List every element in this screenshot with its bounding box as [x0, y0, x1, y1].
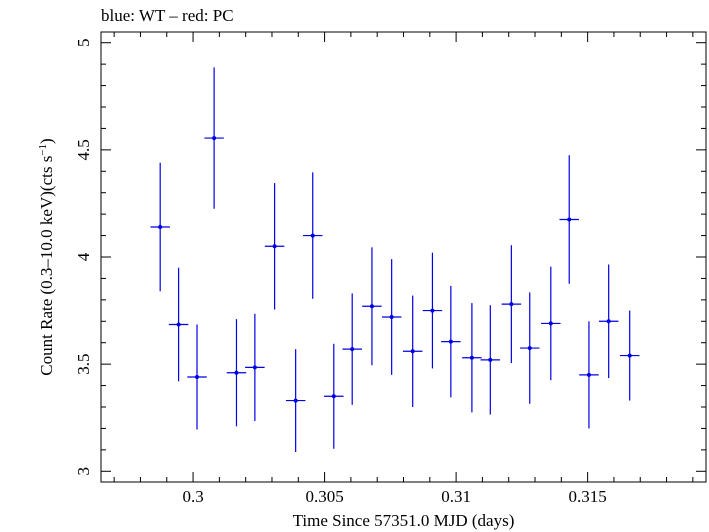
- data-marker: [195, 375, 200, 379]
- y-tick-label: 4.5: [74, 139, 93, 160]
- data-point: [541, 266, 561, 381]
- data-marker: [272, 244, 277, 249]
- data-marker: [448, 339, 453, 344]
- data-points: [150, 67, 640, 452]
- y-tick-label: 3: [74, 467, 93, 476]
- data-point: [303, 172, 323, 299]
- x-axis-label: Time Since 57351.0 MJD (days): [293, 511, 515, 530]
- data-point: [245, 313, 265, 421]
- y-tick-label: 4: [74, 252, 93, 261]
- data-point: [187, 324, 207, 430]
- data-point: [462, 303, 482, 413]
- y-axis-label-superscript: −1: [37, 144, 49, 156]
- data-marker: [469, 355, 474, 360]
- data-marker: [331, 394, 336, 399]
- data-point: [204, 67, 224, 209]
- data-marker: [627, 353, 632, 358]
- data-marker: [527, 346, 532, 351]
- data-point: [559, 155, 579, 284]
- data-point: [402, 295, 423, 407]
- data-marker: [488, 357, 493, 362]
- y-axis-label-tail: ): [37, 138, 56, 144]
- data-point: [362, 247, 382, 366]
- data-marker: [158, 225, 163, 229]
- data-point: [285, 349, 306, 452]
- data-point: [422, 252, 443, 369]
- data-point: [324, 343, 344, 449]
- data-marker: [548, 321, 553, 326]
- data-point: [381, 259, 402, 375]
- data-point: [342, 293, 362, 405]
- x-tick-label: 0.31: [441, 487, 471, 506]
- data-point: [480, 305, 501, 415]
- data-marker: [212, 136, 217, 141]
- data-marker: [586, 372, 591, 377]
- data-point: [226, 319, 247, 427]
- data-marker: [176, 322, 181, 327]
- data-marker: [350, 347, 355, 352]
- plot-frame: [100, 31, 707, 483]
- data-point: [520, 292, 540, 404]
- y-axis-label-main: Count Rate (0.3–10.0 keV)(cts s: [37, 156, 56, 376]
- chart-title: blue: WT – red: PC: [101, 6, 234, 25]
- data-point: [501, 245, 522, 364]
- data-marker: [509, 302, 514, 307]
- axis-ticks: [101, 32, 706, 482]
- data-marker: [410, 349, 415, 354]
- data-marker: [310, 233, 315, 238]
- data-point: [264, 183, 285, 310]
- data-marker: [293, 398, 298, 403]
- y-axis-label: Count Rate (0.3–10.0 keV)(cts s−1): [37, 138, 56, 375]
- data-marker: [430, 308, 435, 313]
- y-tick-label: 3.5: [74, 354, 93, 375]
- data-point: [150, 162, 170, 292]
- data-point: [168, 267, 189, 382]
- y-tick-label: 5: [74, 38, 93, 47]
- data-point: [619, 310, 640, 401]
- data-marker: [234, 370, 239, 375]
- x-tick-label: 0.3: [182, 487, 203, 506]
- x-tick-label: 0.315: [569, 487, 607, 506]
- data-marker: [369, 304, 374, 309]
- data-marker: [606, 319, 611, 324]
- data-marker: [567, 217, 572, 222]
- data-point: [579, 321, 599, 429]
- data-marker: [252, 365, 257, 370]
- data-marker: [389, 315, 394, 319]
- data-point: [598, 264, 619, 379]
- data-point: [441, 285, 461, 398]
- axis-tick-labels: 0.3 0.305 0.31 0.315 3 3.5 4 4.5 5: [74, 38, 607, 506]
- x-tick-label: 0.305: [305, 487, 343, 506]
